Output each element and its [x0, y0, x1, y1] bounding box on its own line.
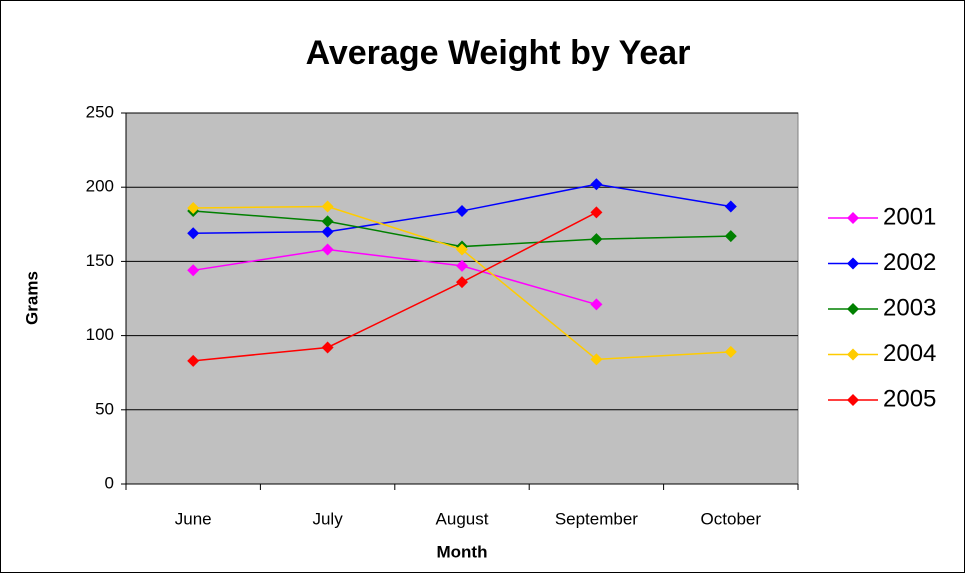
- chart-title: Average Weight by Year: [306, 34, 691, 72]
- legend-label: 2005: [883, 385, 936, 412]
- legend-label: 2004: [883, 340, 936, 367]
- legend-marker: [847, 257, 859, 270]
- data-point: [187, 201, 200, 214]
- x-tick-label: July: [312, 509, 343, 528]
- y-tick-label: 250: [86, 102, 114, 121]
- y-tick-label: 50: [95, 399, 114, 418]
- series-line: [193, 211, 597, 362]
- data-point: [590, 353, 603, 366]
- plot-area: [125, 112, 799, 485]
- legend-marker: [847, 303, 859, 315]
- y-tick-label: 200: [86, 177, 114, 196]
- data-point: [456, 204, 468, 217]
- data-point: [456, 259, 468, 272]
- x-tick-label: October: [701, 509, 762, 528]
- x-tick-label: August: [436, 509, 489, 528]
- legend-label: 2001: [883, 203, 936, 230]
- data-point: [321, 215, 334, 228]
- legend-label: 2003: [883, 294, 936, 321]
- x-axis-label: Month: [437, 542, 488, 561]
- y-tick-label: 0: [105, 473, 114, 492]
- x-tick-label: June: [175, 509, 212, 528]
- data-point: [724, 230, 737, 243]
- data-point: [187, 264, 200, 277]
- y-tick-label: 150: [86, 251, 114, 270]
- legend-marker: [847, 394, 859, 406]
- legend-marker: [847, 212, 859, 224]
- y-axis-label: Grams: [22, 271, 41, 325]
- series-line: [193, 248, 597, 306]
- legend-label: 2002: [883, 249, 936, 276]
- y-tick-label: 100: [86, 325, 114, 344]
- data-point: [590, 233, 603, 246]
- legend-marker: [847, 348, 859, 361]
- data-point: [724, 345, 737, 358]
- data-point: [187, 227, 200, 240]
- data-point: [187, 354, 200, 367]
- data-point: [590, 178, 603, 191]
- data-point: [590, 298, 603, 311]
- data-point: [456, 243, 468, 256]
- data-point: [321, 225, 334, 238]
- data-point: [456, 276, 468, 289]
- data-point: [590, 206, 603, 219]
- data-point: [321, 243, 334, 256]
- data-point: [321, 200, 334, 213]
- data-point: [724, 200, 737, 213]
- data-point: [321, 341, 334, 354]
- x-tick-label: September: [555, 509, 638, 528]
